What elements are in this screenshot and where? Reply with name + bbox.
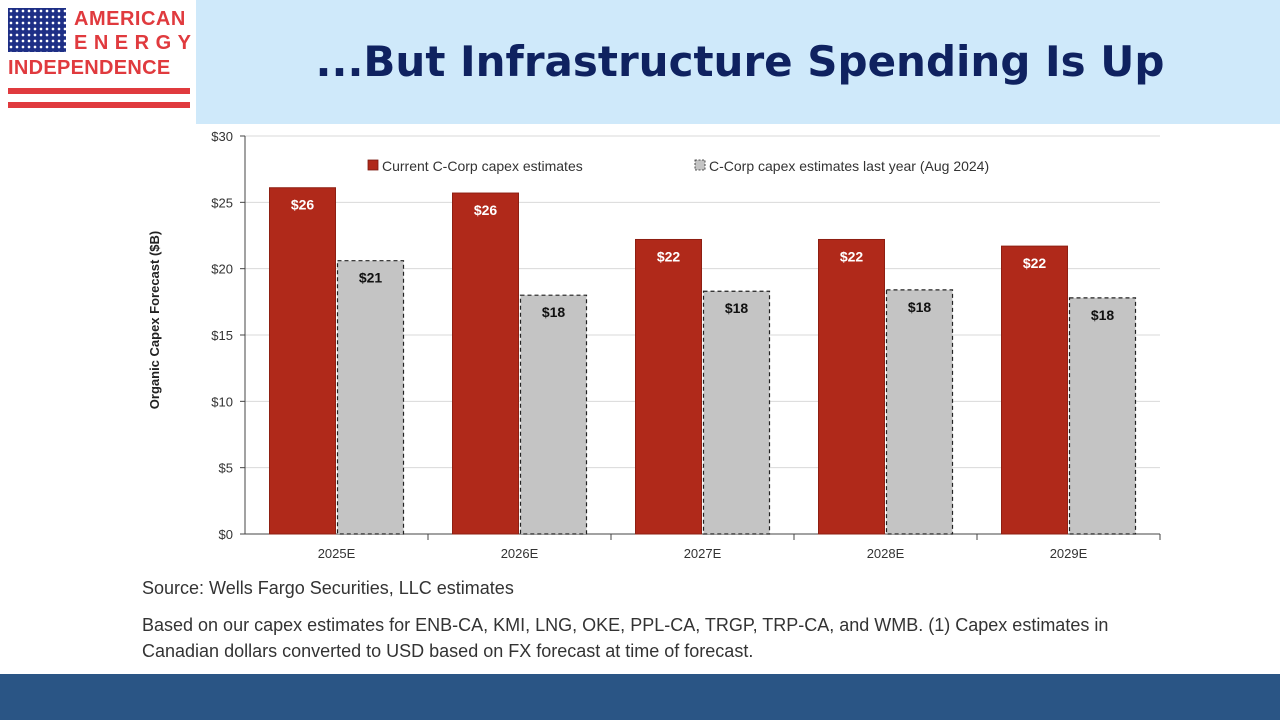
legend-swatch-last-year: [694, 159, 706, 171]
bar-last-year: [1068, 297, 1137, 535]
x-tick-label: 2025E: [318, 546, 356, 561]
data-label-current: $22: [657, 248, 681, 264]
data-labels: $26 $21 $26 $18 $22 $18 $22 $18 $22 $18: [291, 197, 1115, 323]
logo-stripe: [8, 88, 190, 94]
bar-current: [818, 238, 885, 535]
legend: Current C-Corp capex estimates C-Corp ca…: [367, 158, 989, 174]
logo-text-american: AMERICAN: [74, 8, 186, 30]
bar-last-year: [885, 289, 954, 535]
bar-current: [452, 192, 519, 535]
y-tick-label: $0: [219, 527, 233, 542]
bars: [269, 187, 1137, 535]
logo-text-energy: ENERGY: [74, 32, 198, 54]
data-label-current: $22: [1023, 255, 1047, 271]
legend-label-last-year: C-Corp capex estimates last year (Aug 20…: [709, 158, 989, 174]
x-tick-label: 2027E: [684, 546, 722, 561]
flag-icon: [8, 8, 66, 52]
y-tick-label: $25: [211, 195, 233, 210]
header-band: [196, 0, 1280, 124]
data-label-current: $26: [291, 197, 315, 213]
legend-swatch-current: [367, 159, 379, 171]
bar-last-year: [702, 290, 771, 535]
x-tick-label: 2029E: [1050, 546, 1088, 561]
slide-title: ...But Infrastructure Spending Is Up: [315, 37, 1165, 86]
bar-current: [269, 187, 336, 535]
data-label-last-year: $18: [908, 299, 932, 315]
data-label-last-year: $18: [542, 304, 566, 320]
footer-band: [0, 674, 1280, 720]
y-tick-label: $5: [219, 461, 233, 476]
y-axis-label: Organic Capex Forecast ($B): [147, 231, 162, 409]
source-note: Source: Wells Fargo Securities, LLC esti…: [142, 578, 514, 598]
axes: $0 $5 $10 $15 $20 $25 $30 2025E 2026E 2027E 2028E 2…: [211, 129, 1161, 561]
american-energy-independence-logo: AMERICAN ENERGY INDEPENDENCE: [8, 8, 191, 116]
methodology-note: Based on our capex estimates for ENB-CA,…: [142, 615, 1109, 661]
logo-text-independence: INDEPENDENCE: [8, 57, 171, 79]
data-label-current: $22: [840, 248, 864, 264]
bar-current: [635, 238, 702, 535]
data-label-last-year: $18: [725, 300, 749, 316]
y-tick-label: $10: [211, 394, 233, 409]
y-tick-label: $15: [211, 328, 233, 343]
bar-last-year: [336, 260, 405, 535]
logo-stripe: [8, 102, 190, 108]
legend-label-current: Current C-Corp capex estimates: [382, 158, 583, 174]
x-tick-label: 2026E: [501, 546, 539, 561]
bar-last-year: [519, 294, 588, 535]
data-label-current: $26: [474, 202, 498, 218]
data-label-last-year: $21: [359, 270, 383, 286]
x-tick-label: 2028E: [867, 546, 905, 561]
y-tick-label: $30: [211, 129, 233, 144]
data-label-last-year: $18: [1091, 307, 1115, 323]
y-tick-label: $20: [211, 262, 233, 277]
bar-current: [1001, 245, 1068, 535]
